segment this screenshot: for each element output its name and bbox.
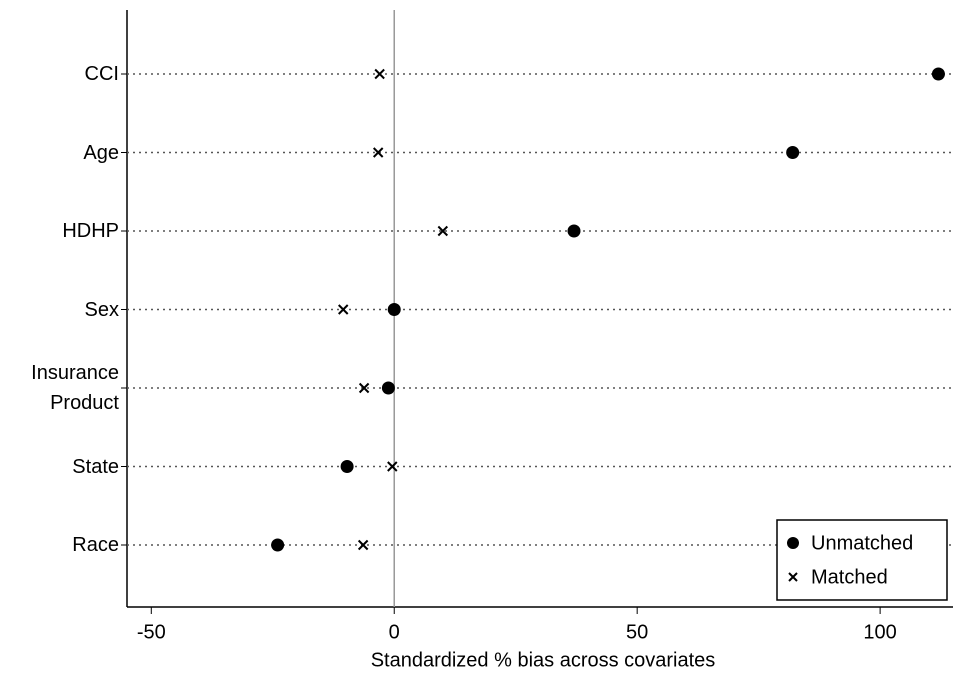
legend-label: Unmatched (811, 532, 913, 554)
x-axis-title: Standardized % bias across covariates (371, 649, 716, 671)
point (271, 538, 285, 552)
legend-label: Matched (811, 566, 888, 588)
point (357, 539, 369, 551)
point (387, 303, 401, 316)
point (372, 147, 384, 158)
y-tick-label: Race (72, 534, 119, 556)
point (338, 304, 349, 315)
point (340, 460, 354, 473)
point (931, 67, 945, 81)
point (567, 224, 581, 238)
point (358, 382, 370, 394)
y-tick-label: State (72, 455, 119, 478)
legend-box (776, 519, 948, 601)
x-tick-label: -50 (137, 621, 166, 643)
point (387, 461, 398, 472)
x-tick-label: 0 (389, 621, 400, 643)
x-tick-label: 100 (863, 621, 896, 643)
point (381, 381, 395, 395)
point (437, 225, 449, 237)
y-tick-label: Age (83, 141, 119, 164)
point (786, 146, 800, 159)
x-tick-label: 50 (626, 621, 648, 643)
point (374, 68, 385, 80)
y-tick-label: Insurance Product (31, 362, 119, 414)
legend-marker (788, 572, 798, 582)
y-tick-label: CCI (84, 63, 119, 85)
legend-marker (787, 537, 799, 549)
y-tick-label: Sex (84, 298, 119, 321)
y-tick-label: HDHP (62, 220, 119, 242)
